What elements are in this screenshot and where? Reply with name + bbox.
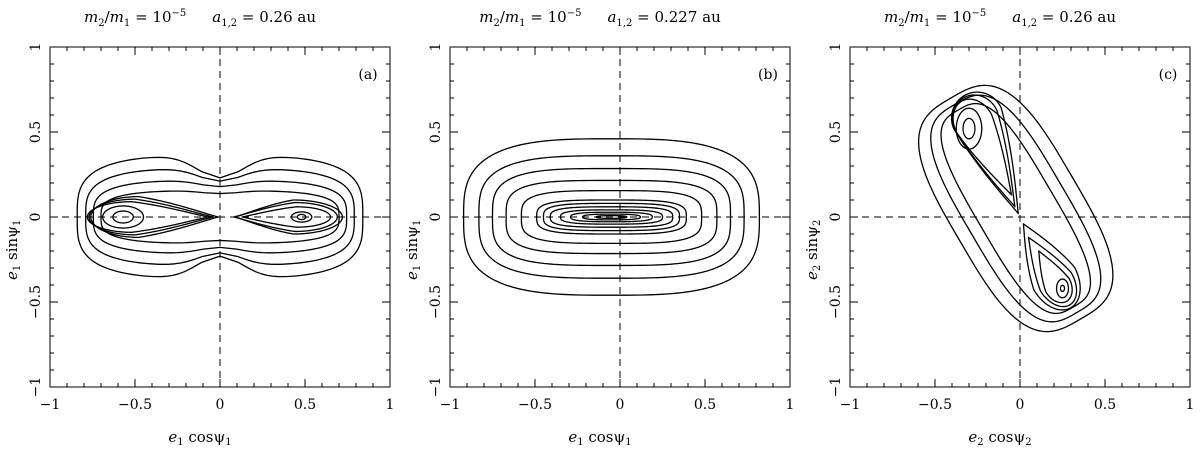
panel-a: m2/m1 = 10−5 a1,2 = 0.26 au −1 −0.5 0 0.5 1 −1… [0, 0, 400, 454]
ticks [449, 46, 791, 388]
x-tick-label: 0 [216, 397, 225, 413]
contour-line [962, 117, 976, 140]
y-tick-label: −0.5 [28, 285, 44, 319]
contour-line [559, 209, 664, 225]
x-tick-label: −1 [440, 397, 461, 413]
contour-line [491, 167, 732, 267]
contour-line [930, 94, 1102, 323]
contour-lines [76, 156, 364, 278]
contour-line [290, 211, 313, 223]
x-tick-label: 1 [786, 397, 795, 413]
x-tick-label: 1 [386, 397, 395, 413]
contour-lines [917, 84, 1114, 333]
panel-label: (a) [358, 67, 377, 83]
contour-line [1059, 284, 1066, 293]
y-tick-label: −1 [428, 377, 444, 398]
y-tick-label: −1 [828, 377, 844, 398]
plot-area: −1 −0.5 0 0.5 1 −1 −0.5 0 0.5 1 (b) [428, 43, 795, 413]
x-axis-label: e2 cosψ2 [968, 428, 1032, 448]
y-axis-label: e2 sinψ2 [803, 219, 823, 280]
contour-line [92, 180, 348, 254]
y-axis-label: e1 sinψ1 [3, 219, 23, 280]
contour-line [88, 198, 214, 236]
y-axis-label: e1 sinψ1 [403, 219, 423, 280]
panel-label: (b) [758, 67, 778, 83]
x-tick-label: −1 [840, 397, 861, 413]
contour-line [951, 94, 1016, 208]
contour-line [232, 201, 338, 233]
y-tick-label: −0.5 [428, 285, 444, 319]
contour-line [505, 179, 718, 255]
contour-line [950, 91, 1019, 215]
panel-c: m2/m1 = 10−5 a1,2 = 0.26 au −1 −0.5 0 0.5 1 −1… [800, 0, 1200, 454]
y-tick-label: −1 [28, 377, 44, 398]
plot-area: −1 −0.5 0 0.5 1 −1 −0.5 0 0.5 1 (c) [828, 43, 1195, 413]
y-tick-label: 0 [428, 213, 444, 222]
contour-line [90, 195, 219, 239]
contour-line [100, 190, 340, 244]
contour-line [76, 156, 364, 278]
contour-line [112, 210, 134, 224]
contour-line [549, 206, 674, 228]
contour-line [478, 155, 745, 279]
contour-line [1027, 236, 1078, 308]
x-tick-label: −1 [40, 397, 61, 413]
x-tick-label: −0.5 [918, 397, 952, 413]
contour-line [462, 138, 761, 296]
plot-area: −1 −0.5 0 0.5 1 −1 −0.5 0 0.5 1 (a) [28, 43, 395, 413]
x-tick-label: 1 [1186, 397, 1195, 413]
x-tick-label: 0 [1016, 397, 1025, 413]
contour-line [520, 190, 703, 244]
contour-line [542, 202, 681, 232]
x-tick-label: −0.5 [118, 397, 152, 413]
contour-line [1038, 250, 1073, 304]
panel-title: m2/m1 = 10−5 a1,2 = 0.26 au [84, 8, 316, 29]
y-tick-label: 1 [828, 43, 844, 52]
contour-lines [462, 138, 761, 296]
contour-line [86, 201, 209, 233]
contour-line [581, 213, 642, 221]
x-tick-label: −0.5 [518, 397, 552, 413]
x-tick-label: 0 [616, 397, 625, 413]
x-tick-label: 0.5 [1094, 397, 1116, 413]
y-tick-label: 1 [28, 43, 44, 52]
contour-line [234, 199, 344, 235]
y-tick-label: 0.5 [828, 121, 844, 143]
x-axis-label: e1 cosψ1 [168, 428, 232, 448]
panel-label: (c) [1159, 67, 1178, 83]
x-tick-label: 0.5 [694, 397, 716, 413]
y-tick-label: 0.5 [428, 121, 444, 143]
panel-title: m2/m1 = 10−5 a1,2 = 0.227 au [479, 8, 721, 29]
contour-line [595, 214, 628, 220]
contour-line [241, 206, 332, 228]
panel-b: m2/m1 = 10−5 a1,2 = 0.227 au −1 −0.5 0 0.5 1−… [400, 0, 800, 454]
y-tick-label: 1 [428, 43, 444, 52]
contour-line [102, 205, 145, 229]
y-tick-label: −0.5 [828, 285, 844, 319]
y-tick-label: 0 [828, 213, 844, 222]
panel-title: m2/m1 = 10−5 a1,2 = 0.26 au [884, 8, 1116, 29]
contour-line [85, 169, 355, 265]
contour-line [940, 102, 1092, 315]
contour-line [955, 107, 983, 150]
x-axis-label: e1 cosψ1 [568, 428, 632, 448]
ticks [849, 46, 1191, 388]
x-tick-label: 0.5 [294, 397, 316, 413]
y-tick-label: 0.5 [28, 121, 44, 143]
contour-line [296, 213, 307, 221]
contour-line [1022, 223, 1081, 311]
y-tick-label: 0 [28, 213, 44, 222]
ticks [49, 46, 391, 388]
contour-line [570, 211, 653, 223]
contour-line [917, 84, 1114, 333]
contour-line [536, 199, 687, 235]
contour-line [1055, 278, 1070, 299]
